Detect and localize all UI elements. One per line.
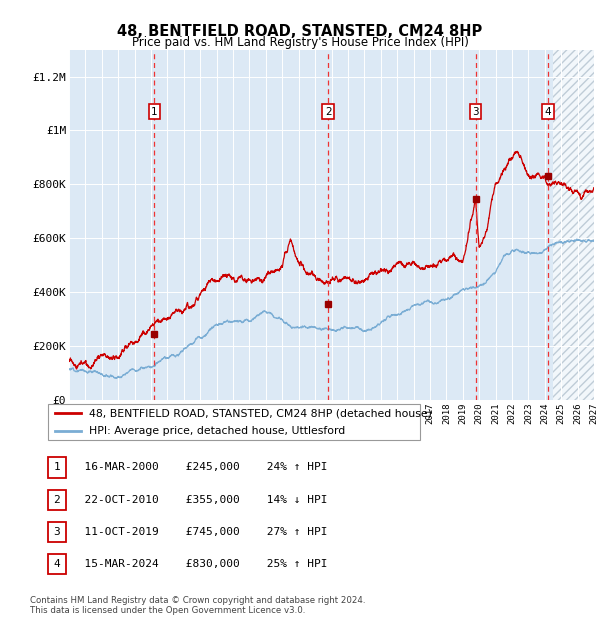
Text: HPI: Average price, detached house, Uttlesford: HPI: Average price, detached house, Uttl… — [89, 426, 345, 436]
Text: 4: 4 — [545, 107, 551, 117]
Text: Price paid vs. HM Land Registry's House Price Index (HPI): Price paid vs. HM Land Registry's House … — [131, 36, 469, 49]
Text: 48, BENTFIELD ROAD, STANSTED, CM24 8HP: 48, BENTFIELD ROAD, STANSTED, CM24 8HP — [118, 24, 482, 38]
Text: 3: 3 — [53, 527, 60, 537]
Text: 2: 2 — [53, 495, 60, 505]
Text: 1: 1 — [151, 107, 158, 117]
Text: Contains HM Land Registry data © Crown copyright and database right 2024.
This d: Contains HM Land Registry data © Crown c… — [30, 596, 365, 615]
Text: 11-OCT-2019    £745,000    27% ↑ HPI: 11-OCT-2019 £745,000 27% ↑ HPI — [71, 527, 328, 537]
Text: 3: 3 — [472, 107, 479, 117]
Text: 15-MAR-2024    £830,000    25% ↑ HPI: 15-MAR-2024 £830,000 25% ↑ HPI — [71, 559, 328, 569]
Text: 2: 2 — [325, 107, 332, 117]
Text: 16-MAR-2000    £245,000    24% ↑ HPI: 16-MAR-2000 £245,000 24% ↑ HPI — [71, 463, 328, 472]
Text: 48, BENTFIELD ROAD, STANSTED, CM24 8HP (detached house): 48, BENTFIELD ROAD, STANSTED, CM24 8HP (… — [89, 408, 432, 419]
Text: 4: 4 — [53, 559, 60, 569]
Text: 22-OCT-2010    £355,000    14% ↓ HPI: 22-OCT-2010 £355,000 14% ↓ HPI — [71, 495, 328, 505]
Text: 1: 1 — [53, 463, 60, 472]
